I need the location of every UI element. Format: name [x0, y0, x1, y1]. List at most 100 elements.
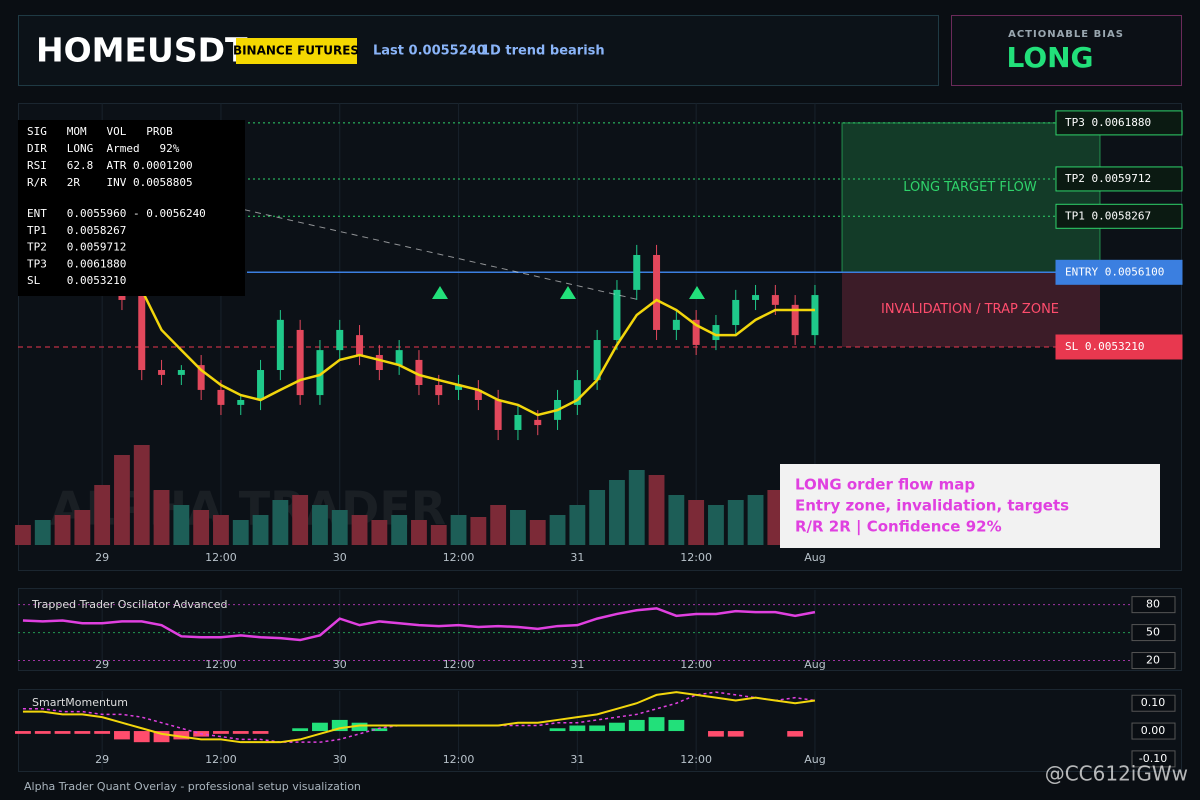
x-tick-label: Aug	[804, 658, 825, 671]
x-tick-label: 29	[95, 753, 109, 766]
tick-box	[1131, 722, 1176, 740]
volume-bar	[292, 495, 309, 545]
candle-body	[336, 329, 344, 351]
level-label: TP2 0.0059712	[1065, 172, 1151, 185]
volume-bar	[272, 500, 289, 545]
candle-body	[415, 359, 423, 386]
volume-bar	[767, 490, 784, 545]
signal-marker	[689, 286, 705, 299]
x-tick-label: 12:00	[680, 753, 712, 766]
x-tick-label: 31	[570, 551, 584, 564]
volume-bar	[153, 490, 170, 545]
candle-body	[375, 355, 383, 371]
histogram-bar	[708, 731, 724, 737]
bias-label: ACTIONABLE BIAS	[1008, 29, 1124, 40]
histogram-bar	[648, 717, 665, 732]
candle-body	[653, 254, 661, 330]
signal-marker	[432, 286, 448, 299]
candle-body	[257, 370, 265, 400]
volume-bar	[173, 505, 190, 545]
signal-line	[22, 691, 816, 743]
level-box	[1055, 203, 1183, 229]
x-tick-label: 12:00	[205, 658, 237, 671]
oscillator-line	[22, 607, 816, 642]
x-tick-label: 12:00	[680, 658, 712, 671]
candle-body	[455, 385, 463, 390]
trend-line	[179, 194, 641, 301]
oscillator-panel	[18, 588, 1182, 671]
volume-bar	[510, 510, 526, 545]
histogram-bar	[15, 731, 31, 734]
volume-bar	[668, 495, 685, 545]
volume-bar	[688, 500, 705, 545]
y-tick-label: 0.10	[1141, 696, 1166, 709]
volume-bar	[54, 515, 71, 545]
zone-label: LONG TARGET FLOW	[903, 180, 1037, 195]
info-line: DIR LONG Armed 92%	[27, 142, 180, 155]
volume-bar	[609, 480, 625, 545]
histogram-bar	[371, 728, 388, 732]
level-label: TP3 0.0061880	[1065, 116, 1151, 129]
info-line: R/R 2R INV 0.0058805	[27, 176, 193, 189]
x-tick-label: 12:00	[443, 551, 475, 564]
x-tick-label: 12:00	[205, 753, 237, 766]
histogram-bar	[628, 719, 645, 732]
histogram-bar	[292, 728, 309, 732]
histogram-bar	[34, 731, 51, 734]
tick-box	[1131, 652, 1176, 670]
candle-body	[356, 335, 364, 356]
level-label: ENTRY 0.0056100	[1065, 265, 1164, 278]
note-line: R/R 2R | Confidence 92%	[795, 518, 1002, 537]
y-tick-label: -0.10	[1139, 752, 1167, 765]
volume-bar	[133, 445, 150, 545]
level-box	[1055, 259, 1183, 285]
histogram-bar	[173, 731, 190, 740]
volume-bar	[648, 475, 665, 545]
candle-body	[158, 370, 166, 375]
level-label: TP1 0.0058267	[1065, 209, 1151, 222]
volume-bar	[529, 520, 546, 545]
note-line: LONG order flow map	[795, 476, 975, 494]
volume-bar	[490, 505, 507, 545]
volume-bar	[628, 470, 645, 545]
candle-body	[395, 350, 403, 366]
volume-bar	[213, 515, 229, 545]
histogram-bar	[133, 731, 150, 743]
candle-body	[712, 325, 720, 341]
exchange: BINANCE FUTURES	[233, 44, 359, 58]
x-tick-label: 29	[95, 658, 109, 671]
volume-bar	[549, 515, 566, 545]
y-tick-label: 50	[1146, 626, 1160, 639]
last-price: Last 0.0055240	[373, 44, 486, 59]
info-table	[18, 120, 245, 296]
histogram-bar	[569, 725, 586, 732]
candle-body	[296, 329, 304, 396]
candle-body	[217, 389, 225, 405]
y-tick-label: 0.00	[1141, 724, 1166, 737]
bias-value: LONG	[1006, 41, 1093, 74]
momentum-line	[22, 691, 816, 744]
corner-mark: @CC612iGWw	[1045, 762, 1188, 786]
histogram-bar	[787, 731, 804, 737]
volume-bar	[411, 520, 427, 545]
volume-bar	[312, 505, 328, 545]
volume-bar	[351, 515, 368, 545]
x-tick-label: 12:00	[205, 551, 237, 564]
info-line: TP1 0.0058267	[27, 224, 126, 237]
note-line: Entry zone, invalidation, targets	[795, 497, 1069, 515]
header-box	[18, 15, 939, 86]
x-tick-label: 30	[333, 658, 347, 671]
info-line: TP3 0.0061880	[27, 257, 126, 270]
volume-bar	[371, 520, 388, 545]
target-zone	[841, 122, 1101, 273]
volume-bar	[252, 515, 269, 545]
candle-body	[138, 280, 146, 371]
candle-body	[316, 350, 324, 396]
level-box	[1055, 334, 1183, 360]
volume-bar	[430, 525, 447, 545]
candle-body	[692, 319, 700, 345]
histogram-bar	[351, 722, 368, 732]
zone-label: INVALIDATION / TRAP ZONE	[881, 302, 1059, 317]
candle-body	[732, 299, 740, 326]
